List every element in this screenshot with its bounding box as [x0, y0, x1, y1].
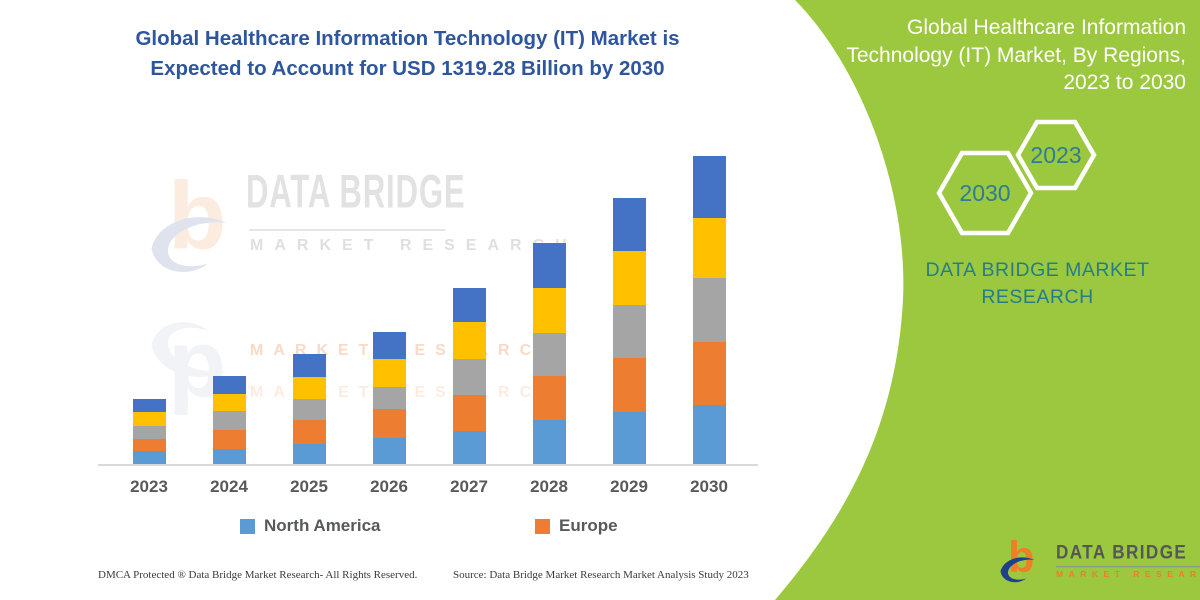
brand-heading-line-1: DATA BRIDGE MARKET — [925, 259, 1150, 281]
legend-swatch-north-america — [240, 518, 255, 534]
bar-segment-eu-2023 — [132, 438, 166, 452]
bar-2024 — [212, 376, 246, 465]
bar-segment-gray-2028 — [532, 332, 566, 376]
bar-2026 — [372, 332, 406, 465]
brand-heading: DATA BRIDGE MARKET RESEARCH — [900, 257, 1175, 311]
bar-segment-gray-2025 — [292, 398, 326, 421]
x-axis-label-2030: 2030 — [690, 477, 728, 496]
legend-item-north-america: North America — [240, 516, 381, 536]
bar-segment-na-2028 — [532, 420, 566, 465]
chart-title-line-2: Expected to Account for USD 1319.28 Bill… — [150, 57, 665, 80]
bar-segment-dblue-2025 — [292, 353, 326, 378]
bar-2030 — [692, 156, 726, 465]
bar-2028 — [532, 243, 566, 465]
hexagon-2030 — [936, 150, 1034, 236]
logo-name: DATA BRIDGE — [1056, 540, 1200, 567]
hexagon-2023 — [1015, 119, 1097, 191]
right-panel-heading-line-2: Technology (IT) Market, By Regions, — [846, 43, 1186, 67]
bar-2023 — [132, 399, 166, 465]
right-panel-heading: Global Healthcare Information Technology… — [776, 14, 1186, 97]
x-axis-label-2024: 2024 — [210, 477, 248, 496]
bar-segment-yellow-2029 — [612, 251, 646, 305]
bar-segment-gray-2027 — [452, 359, 486, 395]
bar-2029 — [612, 198, 646, 465]
x-axis-label-2027: 2027 — [450, 477, 488, 496]
legend-item-europe: Europe — [535, 516, 618, 536]
right-panel-heading-line-3: 2023 to 2030 — [1063, 71, 1186, 94]
x-axis-label-2028: 2028 — [530, 477, 568, 496]
bar-segment-eu-2025 — [292, 420, 326, 444]
legend-swatch-europe — [535, 518, 550, 534]
x-axis-label-2026: 2026 — [370, 477, 408, 496]
chart-title: Global Healthcare Information Technology… — [95, 24, 720, 84]
x-axis-label-2029: 2029 — [610, 477, 648, 496]
bar-2027 — [452, 287, 486, 465]
bar-segment-na-2030 — [692, 405, 726, 465]
legend-label-europe: Europe — [559, 516, 618, 535]
logo-subtitle: MARKET RESEARCH — [1056, 568, 1200, 579]
data-bridge-logo: b DATA BRIDGE MARKET RESEARCH — [998, 532, 1200, 588]
green-swoosh-shape — [775, 0, 1200, 600]
bar-segment-yellow-2025 — [292, 377, 326, 399]
x-axis-label-2023: 2023 — [130, 477, 168, 496]
bar-segment-dblue-2023 — [132, 399, 166, 413]
bar-segment-eu-2024 — [212, 430, 246, 450]
bar-segment-na-2026 — [372, 438, 406, 465]
bar-segment-na-2029 — [612, 411, 646, 465]
hexagon-2023-label: 2023 — [1030, 142, 1081, 168]
bar-segment-eu-2027 — [452, 394, 486, 431]
bar-segment-na-2024 — [212, 449, 246, 465]
bar-segment-yellow-2030 — [692, 218, 726, 279]
bar-segment-yellow-2024 — [212, 393, 246, 411]
bar-segment-na-2023 — [132, 451, 166, 465]
bar-segment-na-2025 — [292, 443, 326, 465]
bar-segment-dblue-2030 — [692, 156, 726, 219]
bar-segment-gray-2026 — [372, 386, 406, 410]
bar-segment-yellow-2023 — [132, 412, 166, 427]
footer-source-note: Source: Data Bridge Market Research Mark… — [453, 569, 749, 581]
chart-title-line-1: Global Healthcare Information Technology… — [135, 27, 680, 50]
right-panel-heading-line-1: Global Healthcare Information — [907, 16, 1186, 39]
logo-text: DATA BRIDGE MARKET RESEARCH — [1056, 540, 1200, 579]
bar-segment-dblue-2028 — [532, 243, 566, 289]
footer-dmca-note: DMCA Protected ® Data Bridge Market Rese… — [98, 569, 418, 581]
bar-segment-eu-2028 — [532, 376, 566, 420]
hexagon-2030-label: 2030 — [959, 180, 1010, 206]
bar-segment-eu-2026 — [372, 409, 406, 439]
bar-segment-dblue-2024 — [212, 376, 246, 394]
bar-segment-eu-2029 — [612, 357, 646, 412]
bar-segment-gray-2024 — [212, 410, 246, 431]
bar-segment-dblue-2027 — [452, 287, 486, 322]
bar-segment-eu-2030 — [692, 342, 726, 406]
bar-segment-yellow-2027 — [452, 321, 486, 360]
bar-segment-yellow-2026 — [372, 359, 406, 387]
bar-segment-dblue-2026 — [372, 332, 406, 360]
bar-segment-na-2027 — [452, 430, 486, 465]
data-bridge-logo-icon: b — [1000, 534, 1035, 583]
hexagon-badges: 2030 2023 — [936, 119, 1097, 236]
legend-label-north-america: North America — [264, 516, 381, 535]
bar-segment-gray-2030 — [692, 278, 726, 343]
bar-segment-yellow-2028 — [532, 288, 566, 333]
bar-2025 — [292, 353, 326, 465]
x-axis-line — [98, 464, 758, 466]
brand-heading-line-2: RESEARCH — [981, 286, 1094, 308]
logo-swoosh-shape — [1000, 557, 1035, 583]
bar-segment-gray-2029 — [612, 304, 646, 358]
bar-segment-gray-2023 — [132, 426, 166, 439]
bar-segment-dblue-2029 — [612, 198, 646, 252]
x-axis-label-2025: 2025 — [290, 477, 328, 496]
